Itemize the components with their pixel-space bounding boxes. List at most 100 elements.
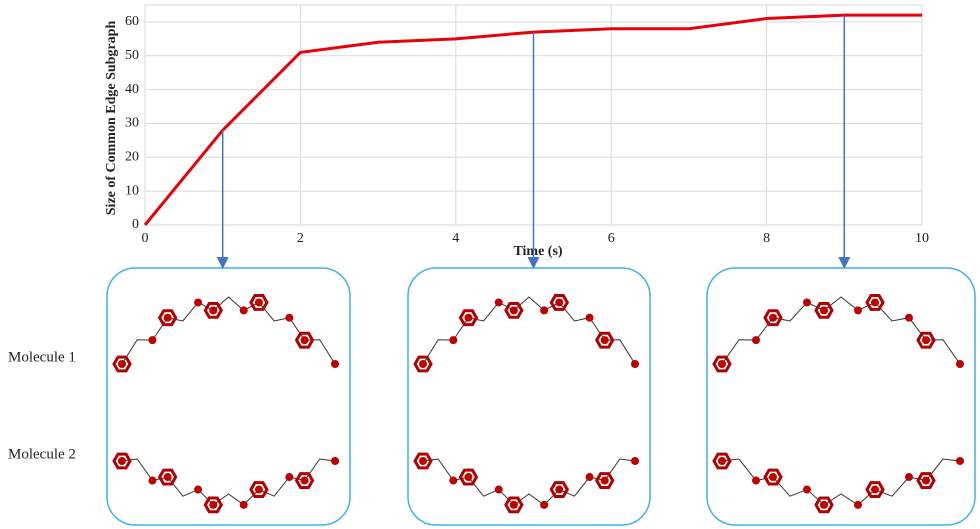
molecule-atom <box>752 336 760 345</box>
molecule-atom <box>464 313 473 322</box>
molecule-atom <box>820 500 828 509</box>
molecule-ring <box>865 481 885 498</box>
molecule-atom <box>194 485 203 494</box>
molecule-atom <box>419 457 427 465</box>
y-tick-label: 20 <box>125 150 139 165</box>
molecule-atom <box>163 473 172 482</box>
molecule-atom <box>905 473 913 482</box>
molecule-atom <box>540 306 549 315</box>
molecule-atom <box>209 306 218 315</box>
molecule-ring <box>712 355 732 373</box>
molecule-atom <box>769 313 777 322</box>
molecule-ring <box>458 468 479 486</box>
molecule-atom <box>285 473 294 482</box>
molecule-ring <box>413 452 433 470</box>
y-tick-label: 50 <box>125 48 139 63</box>
row-label: Molecule 1 <box>8 349 76 365</box>
molecule-ring <box>157 309 178 327</box>
molecule-atom <box>509 306 518 315</box>
molecule-atom <box>285 313 294 322</box>
molecule-ring <box>916 331 936 349</box>
molecule-ring <box>814 496 834 514</box>
molecule-atom <box>148 336 157 345</box>
molecule-atom <box>163 313 172 322</box>
molecule-atom <box>631 360 639 368</box>
x-tick-label: 0 <box>142 231 149 246</box>
molecule-ring <box>203 496 224 514</box>
y-tick-label: 60 <box>125 14 139 29</box>
molecule-atom <box>331 360 339 368</box>
molecule-atom <box>194 298 203 307</box>
molecule-atom <box>585 473 594 482</box>
molecule-bond <box>422 458 636 506</box>
molecule-atom <box>956 457 964 465</box>
y-tick-label: 40 <box>125 82 139 97</box>
molecule-atom <box>300 336 309 345</box>
molecule-atom <box>540 500 549 509</box>
molecule-atom <box>631 457 639 465</box>
y-tick-label: 30 <box>125 116 139 131</box>
molecule-ring <box>249 294 269 311</box>
x-tick-label: 10 <box>915 231 929 246</box>
x-tick-label: 8 <box>763 231 770 246</box>
molecule-atom <box>494 298 503 307</box>
molecule-ring <box>763 309 783 327</box>
molecule-ring <box>157 468 178 486</box>
molecule-bond <box>422 296 636 365</box>
molecule-atom <box>555 298 564 307</box>
molecule-bond <box>721 296 961 365</box>
molecule-atom <box>600 476 609 485</box>
molecule-atom <box>254 485 263 494</box>
molecule-atom <box>118 360 126 368</box>
molecule-atom <box>803 298 811 307</box>
molecule-ring <box>294 472 315 489</box>
molecule-atom <box>718 457 726 465</box>
molecule-ring <box>413 355 433 373</box>
molecule-ring <box>549 481 570 498</box>
x-tick-label: 2 <box>297 231 304 246</box>
panel <box>407 267 651 526</box>
molecule-atom <box>118 457 126 465</box>
panel <box>706 267 976 526</box>
molecule-atom <box>239 500 248 509</box>
molecule-atom <box>956 360 964 368</box>
molecule-atom <box>922 476 930 485</box>
molecule-atom <box>331 457 339 465</box>
molecule-ring <box>504 301 524 319</box>
molecule-atom <box>854 306 862 315</box>
molecule-bond <box>121 296 336 365</box>
molecule-atom <box>769 473 777 482</box>
molecule-atom <box>239 306 248 315</box>
y-tick-label: 0 <box>132 217 139 232</box>
molecule-ring <box>916 472 936 489</box>
molecule-ring <box>203 301 224 319</box>
molecule-atom <box>922 336 930 345</box>
molecule-atom <box>209 500 218 509</box>
molecule-atom <box>820 306 828 315</box>
x-axis-label: Time (s) <box>513 244 562 259</box>
molecule-ring <box>504 496 524 514</box>
molecule-ring <box>865 294 885 311</box>
molecule-ring <box>814 301 834 319</box>
molecule-ring <box>712 452 732 470</box>
panel <box>106 267 351 526</box>
molecule-atom <box>419 360 427 368</box>
y-axis-label: Size of Common Edge Subgraph <box>104 21 119 216</box>
molecule-atom <box>494 485 503 494</box>
molecule-ring <box>112 452 132 470</box>
molecule-atom <box>600 336 609 345</box>
molecule-atom <box>585 313 594 322</box>
molecule-atom <box>871 298 879 307</box>
molecule-atom <box>752 476 760 485</box>
molecule-atom <box>555 485 564 494</box>
molecule-atom <box>803 485 811 494</box>
molecule-atom <box>300 476 309 485</box>
molecule-ring <box>249 481 269 498</box>
molecule-atom <box>718 360 726 368</box>
x-tick-label: 4 <box>452 231 459 246</box>
x-tick-label: 6 <box>608 231 615 246</box>
molecule-ring <box>112 355 132 373</box>
molecule-atom <box>905 313 913 322</box>
row-label: Molecule 2 <box>8 446 76 462</box>
